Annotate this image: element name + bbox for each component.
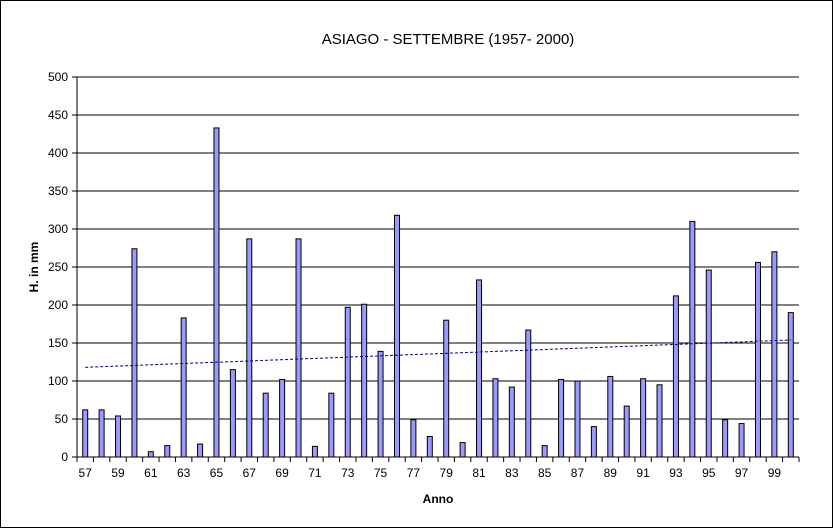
x-tick-label-97: 97: [735, 466, 749, 480]
bar-85: [541, 445, 548, 458]
chart-title: ASIAGO - SETTEMBRE (1957- 2000): [322, 31, 575, 48]
bar-96: [722, 419, 729, 458]
bar-72: [328, 392, 335, 458]
bar-65: [213, 127, 220, 458]
bar-89: [607, 375, 614, 458]
bar-00: [787, 312, 794, 458]
y-tick-label-200: 200: [48, 298, 68, 312]
x-tick-labels: 57 59 61 63 65 67 69 71 73 75 77 79 81 83 85 87 89 91 93 95…: [79, 466, 782, 480]
y-axis-title: H. in mm: [27, 242, 41, 293]
x-tick-label-87: 87: [571, 466, 585, 480]
bar-95: [705, 269, 712, 458]
x-tick-label-63: 63: [177, 466, 191, 480]
bar-80: [459, 442, 466, 458]
trendline-layer: [85, 339, 791, 368]
y-tick-label-500: 500: [48, 70, 68, 84]
bar-75: [377, 350, 384, 458]
x-tick-label-93: 93: [669, 466, 683, 480]
x-tick-label-69: 69: [275, 466, 289, 480]
x-tick-label-59: 59: [111, 466, 125, 480]
bar-68: [262, 392, 269, 458]
y-tick-label-100: 100: [48, 374, 68, 388]
x-tick-label-57: 57: [79, 466, 93, 480]
y-tick-label-150: 150: [48, 336, 68, 350]
x-tick-label-73: 73: [341, 466, 355, 480]
bar-92: [656, 384, 663, 458]
bar-90: [623, 405, 630, 458]
x-tick-label-71: 71: [308, 466, 322, 480]
x-tick-label-75: 75: [374, 466, 388, 480]
x-tick-label-95: 95: [702, 466, 716, 480]
x-axis-title: Anno: [423, 492, 454, 506]
bar-78: [426, 435, 433, 458]
bar-88: [590, 426, 597, 458]
bar-94: [689, 220, 696, 458]
bar-74: [361, 303, 368, 458]
bar-57: [82, 409, 89, 458]
x-tick-label-83: 83: [505, 466, 519, 480]
x-tick-label-85: 85: [538, 466, 552, 480]
y-tick-label-400: 400: [48, 146, 68, 160]
bar-66: [229, 369, 236, 458]
x-tick-label-81: 81: [472, 466, 486, 480]
x-tick-label-89: 89: [604, 466, 618, 480]
bar-59: [115, 415, 122, 458]
y-tick-label-300: 300: [48, 222, 68, 236]
y-tick-label-450: 450: [48, 108, 68, 122]
y-tick-labels: 0 50 100 150 200 250 300 350 400 450 500: [48, 70, 68, 464]
bar-67: [246, 238, 253, 458]
bar-91: [640, 378, 647, 458]
bar-70: [295, 238, 302, 458]
bar-98: [754, 261, 761, 458]
bar-93: [672, 295, 679, 458]
x-tick-label-77: 77: [407, 466, 421, 480]
x-tick-label-79: 79: [440, 466, 454, 480]
bar-62: [164, 445, 171, 458]
trendline: [85, 339, 791, 368]
y-tick-label-250: 250: [48, 260, 68, 274]
bar-61: [147, 451, 154, 458]
y-tick-label-350: 350: [48, 184, 68, 198]
bar-58: [98, 409, 105, 458]
x-tick-label-61: 61: [144, 466, 158, 480]
bar-83: [508, 386, 515, 458]
bar-86: [558, 378, 565, 458]
bar-63: [180, 317, 187, 458]
bar-82: [492, 378, 499, 458]
bar-97: [738, 423, 745, 458]
bar-84: [525, 329, 532, 458]
bar-64: [197, 443, 204, 458]
x-tick-label-99: 99: [768, 466, 782, 480]
bar-60: [131, 248, 138, 458]
x-tick-label-65: 65: [210, 466, 224, 480]
bar-87: [574, 380, 581, 458]
bar-73: [344, 306, 351, 458]
y-tick-label-0: 0: [61, 450, 68, 464]
bars: [82, 127, 794, 458]
axes: [76, 77, 800, 462]
bar-81: [476, 279, 483, 458]
bar-99: [771, 251, 778, 458]
y-tick-label-50: 50: [55, 412, 69, 426]
bar-69: [279, 378, 286, 458]
bar-71: [311, 445, 318, 458]
bar-76: [393, 214, 400, 458]
x-tick-label-91: 91: [636, 466, 650, 480]
bar-79: [443, 319, 450, 458]
x-tick-label-67: 67: [243, 466, 257, 480]
gridlines: [72, 76, 799, 458]
bar-77: [410, 419, 417, 458]
